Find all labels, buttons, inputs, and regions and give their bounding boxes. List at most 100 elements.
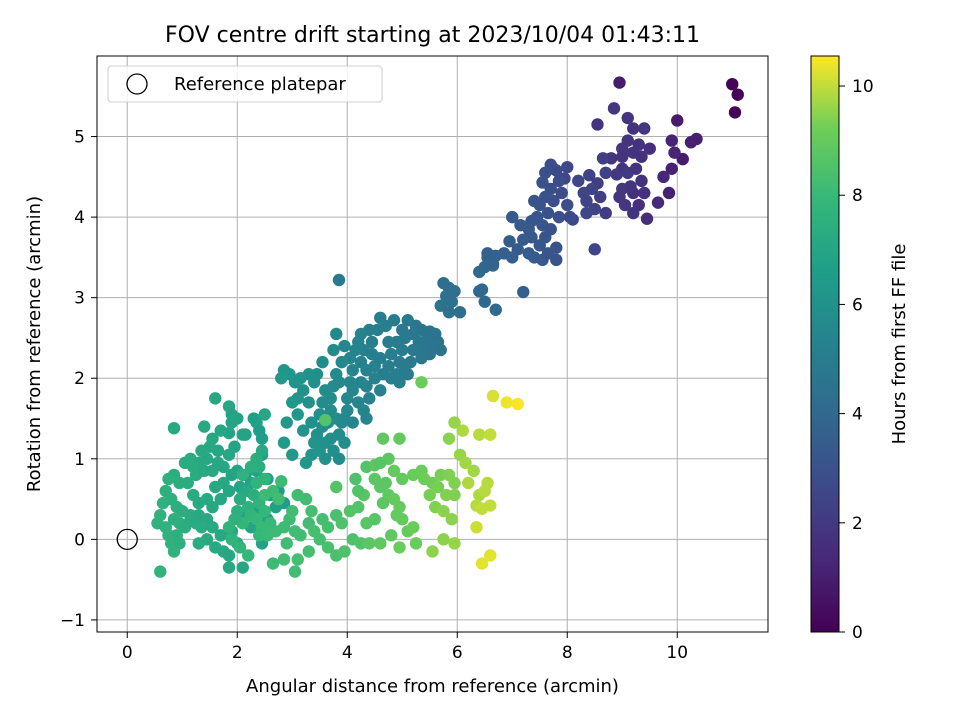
data-point (275, 475, 288, 488)
data-point (415, 351, 428, 365)
data-point (610, 168, 623, 181)
data-point (209, 392, 222, 405)
data-point (445, 513, 458, 526)
data-point (335, 517, 348, 530)
data-point (374, 456, 387, 470)
data-point (327, 343, 340, 357)
data-point (473, 428, 486, 441)
data-point (467, 464, 480, 478)
data-point (346, 416, 359, 429)
data-point (484, 499, 497, 512)
data-point (726, 77, 739, 91)
colorbar-tick-label: 2 (852, 514, 863, 534)
data-point (376, 432, 390, 445)
data-point (638, 122, 651, 135)
data-point (368, 472, 381, 486)
colorbar-ticks: 0 2 4 6 8 10 (839, 77, 874, 643)
data-point (506, 210, 519, 224)
data-point (222, 521, 236, 534)
data-point (154, 565, 167, 578)
data-point (613, 76, 626, 89)
data-point (596, 152, 610, 165)
colorbar-tick-label: 0 (852, 623, 863, 643)
data-point (302, 396, 315, 409)
y-tick-label: 4 (74, 208, 85, 228)
data-point (250, 416, 263, 429)
data-point (341, 392, 354, 405)
data-point (594, 190, 607, 204)
data-point (382, 335, 395, 349)
data-point (547, 194, 560, 208)
data-point (607, 102, 621, 115)
data-point (313, 533, 326, 546)
data-point (459, 456, 472, 470)
data-point (338, 339, 351, 353)
y-tick-label: 3 (74, 289, 85, 309)
data-point (563, 210, 577, 224)
data-point (291, 408, 304, 421)
data-point (385, 347, 398, 361)
colorbar-gradient (810, 55, 840, 633)
x-tick-label: 4 (342, 643, 353, 663)
data-point (651, 196, 665, 209)
data-point (456, 424, 469, 437)
data-point (393, 432, 406, 445)
data-point (214, 492, 227, 506)
x-tick-label: 8 (562, 643, 573, 663)
data-point (330, 327, 343, 341)
data-point (635, 174, 648, 188)
data-point (638, 186, 651, 200)
data-point (489, 303, 502, 316)
data-point (486, 389, 500, 403)
legend-box (107, 65, 383, 103)
data-point (442, 432, 456, 445)
data-point (486, 259, 500, 272)
data-point (627, 122, 640, 135)
data-point (387, 492, 401, 506)
data-point (484, 549, 497, 562)
data-point (354, 376, 368, 389)
data-point (162, 472, 175, 486)
data-point (668, 146, 681, 159)
data-point (401, 368, 414, 381)
data-point (330, 368, 343, 381)
data-point (233, 541, 247, 554)
data-point (448, 476, 461, 490)
y-tick-label: 5 (74, 128, 85, 148)
data-point (462, 476, 475, 490)
data-point (258, 408, 271, 421)
data-point (503, 235, 516, 248)
colorbar-tick-label: 6 (852, 295, 863, 315)
data-point (401, 314, 414, 327)
data-point (242, 549, 255, 562)
data-point (222, 448, 236, 461)
data-point (321, 541, 335, 554)
data-point (280, 416, 293, 429)
data-point (445, 295, 458, 308)
data-point (550, 164, 563, 177)
colorbar: 0 2 4 6 8 10 Hours from first FF file (810, 55, 910, 643)
chart-title: FOV centre drift starting at 2023/10/04 … (165, 23, 700, 48)
data-point (478, 295, 491, 308)
data-point (453, 305, 467, 319)
data-point (393, 541, 406, 554)
data-point (580, 206, 593, 220)
data-point (211, 456, 225, 470)
data-point (484, 428, 497, 441)
data-point (448, 537, 461, 550)
data-point (374, 537, 387, 550)
data-point (352, 484, 365, 498)
data-point (407, 521, 420, 534)
data-point (409, 537, 423, 550)
data-point (506, 251, 519, 264)
data-point (167, 545, 181, 558)
data-point (511, 397, 524, 411)
data-point (572, 174, 585, 188)
data-point (387, 464, 401, 478)
data-point (272, 492, 285, 506)
data-point (206, 521, 219, 534)
data-point (365, 335, 379, 349)
colorbar-tick-label: 10 (852, 77, 874, 97)
data-point (286, 448, 299, 461)
data-point (195, 444, 208, 457)
